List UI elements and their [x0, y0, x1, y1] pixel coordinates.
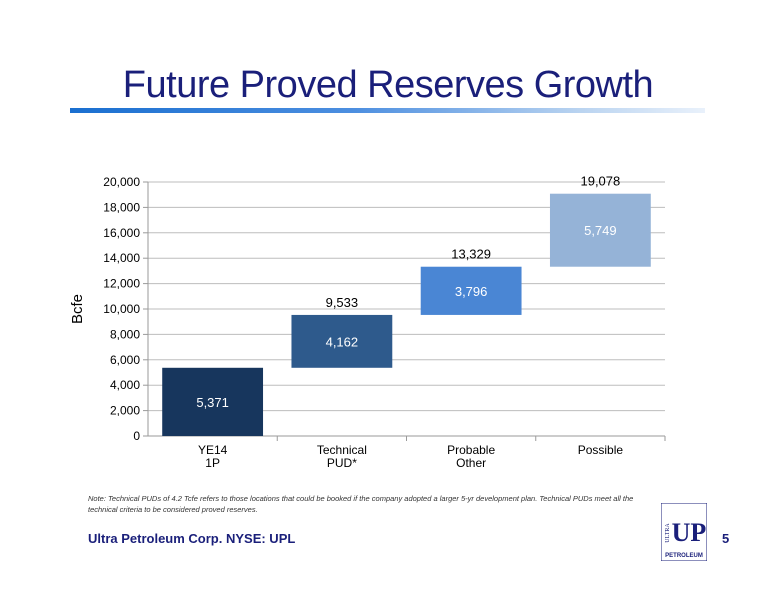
company-logo: ULTRA UP PETROLEUM	[661, 503, 707, 561]
y-tick-label: 20,000	[103, 175, 140, 189]
y-tick-label: 18,000	[103, 200, 140, 214]
logo-vertical-text: ULTRA	[665, 523, 671, 543]
logo-mark: UP	[672, 518, 707, 547]
bar	[420, 266, 522, 315]
bar-value-label: 3,796	[455, 284, 488, 299]
y-tick-label: 12,000	[103, 277, 140, 291]
page-number: 5	[722, 531, 730, 546]
logo-bottom-text: PETROLEUM	[665, 553, 703, 559]
bar-total-label: 13,329	[451, 247, 491, 262]
y-tick-label: 8,000	[110, 327, 140, 341]
x-tick-label: PUD*	[327, 456, 357, 470]
y-tick-label: 0	[133, 429, 140, 443]
footnote: Note: Technical PUDs of 4.2 Tcfe refers …	[88, 494, 634, 514]
bar	[549, 193, 651, 267]
bar	[291, 314, 393, 368]
slide-title: Future Proved Reserves Growth	[122, 64, 654, 106]
y-axis-label: Bcfe	[69, 294, 86, 324]
x-tick-label: 1P	[205, 456, 220, 470]
x-tick-label: Possible	[578, 443, 624, 457]
y-tick-label: 10,000	[103, 302, 140, 316]
y-tick-label: 6,000	[110, 353, 140, 367]
y-tick-label: 2,000	[110, 404, 140, 418]
bar	[162, 367, 264, 436]
bar-value-label: 4,162	[326, 334, 359, 349]
y-tick-label: 14,000	[103, 251, 140, 265]
bar-total-label: 9,533	[326, 295, 359, 310]
x-tick-label: YE14	[198, 443, 228, 457]
title-underline	[70, 108, 705, 113]
bar-total-label: 19,078	[580, 174, 620, 189]
y-tick-label: 16,000	[103, 226, 140, 240]
company-name: Ultra Petroleum Corp. NYSE: UPL	[88, 531, 296, 546]
x-tick-label: Technical	[317, 443, 367, 457]
y-tick-label: 4,000	[110, 378, 140, 392]
x-tick-label: Other	[456, 456, 486, 470]
x-tick-label: Probable	[447, 443, 495, 457]
bar-value-label: 5,749	[584, 223, 617, 238]
waterfall-chart: 0 2,000 4,000 6,000 8,000 10,000 12,000 14,000 1…	[69, 174, 666, 470]
bar-value-label: 5,371	[196, 395, 229, 410]
